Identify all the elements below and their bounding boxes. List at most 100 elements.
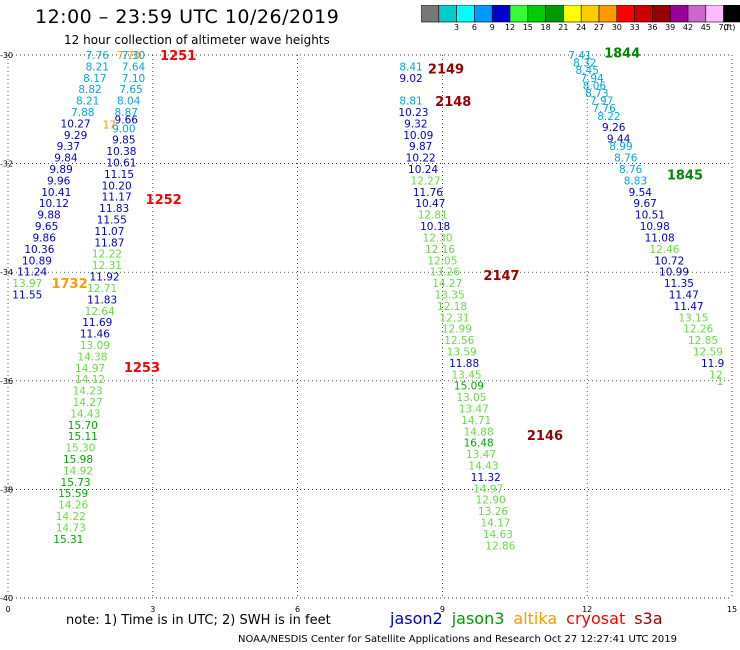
wave-height-value: 12.18 [437, 301, 467, 313]
colorbar-tick-label: 27 [593, 23, 605, 32]
wave-height-value: 12.81 [418, 210, 448, 222]
wave-height-value: 11.47 [674, 301, 704, 313]
wave-height-value: 12.22 [92, 249, 122, 261]
grid [7, 54, 733, 599]
wave-height-value: 12.30 [423, 232, 453, 244]
wave-height-value: 9.86 [33, 232, 57, 244]
y-tick-label: -38 [0, 485, 13, 494]
wave-height-value: 10.51 [635, 210, 665, 222]
y-tick-label: -32 [0, 160, 13, 169]
wave-height-value: 8.73 [585, 88, 608, 100]
y-tick-label: -30 [0, 51, 13, 60]
pass-time-label: 2146 [527, 429, 563, 444]
x-tick-label: 6 [295, 605, 300, 614]
wave-height-points: 7.768.218.178.828.217.8810.279.299.379.8… [12, 50, 726, 552]
wave-height-value: 12.31 [439, 312, 469, 324]
wave-height-value: 10.27 [61, 118, 91, 130]
footnote: note: 1) Time is in UTC; 2) SWH is in fe… [66, 613, 331, 628]
wave-height-value: 11.92 [90, 272, 120, 284]
wave-height-value: 7.88 [71, 107, 94, 119]
wave-height-value: 12.59 [693, 346, 723, 358]
colorbar-labels: 3 6 9 12 15 18 21 24 27 30 33 36 39 42 45 70 (ft) [421, 23, 740, 35]
wave-height-value: 16.48 [464, 438, 494, 450]
wave-height-value: 8.21 [76, 96, 99, 108]
wave-height-value: 14.22 [56, 511, 86, 523]
wave-height-value: 11.76 [413, 187, 443, 199]
wave-height-value: 12.99 [442, 324, 472, 336]
pass-time-label: 1253 [124, 361, 160, 376]
pass-time-label: 1844 [604, 46, 640, 61]
wave-height-value: 8.17 [83, 73, 106, 85]
wave-height-value: 10.36 [24, 244, 54, 256]
wave-height-value: 9.84 [54, 153, 78, 165]
wave-height-value: 12.64 [85, 306, 115, 318]
wave-height-value: 13.97 [12, 278, 42, 290]
pass-time-label: 1251 [160, 49, 196, 64]
credits-footer: NOAA/NESDIS Center for Satellite Applica… [238, 634, 677, 645]
wave-height-value: 7.70 [117, 50, 140, 62]
wave-height-value: 12.56 [444, 335, 474, 347]
wave-height-value: 11.55 [12, 289, 42, 301]
wave-height-value: 8.41 [399, 61, 422, 73]
wave-height-value: 10.98 [640, 221, 670, 233]
wave-height-value: 12.05 [427, 255, 457, 267]
wave-height-value: 7.64 [122, 61, 146, 73]
colorbar-tick-label: 15 [522, 23, 533, 32]
colorbar [421, 5, 740, 23]
wave-height-value: 12. [709, 369, 726, 381]
colorbar-tick-label: 12 [504, 23, 516, 32]
wave-height-value: 13.09 [80, 340, 110, 352]
wave-height-value: 11.24 [17, 267, 47, 279]
wave-height-value: 11.47 [669, 289, 699, 301]
wave-height-value: 11.69 [82, 317, 112, 329]
wave-height-value: 8.45 [576, 65, 599, 77]
wave-height-value: 8.22 [597, 111, 620, 123]
y-tick-label: -40 [0, 594, 13, 603]
wave-height-value: 10.72 [654, 255, 684, 267]
wave-height-value: 10.61 [106, 158, 136, 170]
x-tick-label: 12 [582, 605, 592, 614]
wave-height-value: 9.44 [607, 134, 631, 146]
wave-height-value: 9.96 [47, 175, 71, 187]
wave-height-value: 17 [103, 120, 116, 132]
wave-height-value: 9.29 [64, 130, 87, 142]
pass-time-label: 2148 [435, 95, 471, 110]
wave-height-value: 13.47 [466, 449, 496, 461]
colorbar-tick-label: 42 [682, 23, 694, 32]
y-tick-label: -36 [0, 377, 13, 386]
wave-height-value: 13.45 [452, 369, 482, 381]
wave-height-value: 9.88 [37, 210, 60, 222]
wave-height-value: 8.83 [624, 175, 647, 187]
wave-height-value: 7.10 [122, 73, 145, 85]
legend-jason3: jason3 [451, 609, 505, 628]
wave-height-value: 8.99 [609, 141, 632, 153]
wave-height-value: 14.43 [70, 408, 100, 420]
colorbar-tick-label: 45 [700, 23, 711, 32]
legend-jason2: jason2 [390, 609, 443, 628]
colorbar-tick-label: 70 [718, 23, 729, 32]
wave-height-value: 12.90 [476, 495, 506, 507]
wave-height-value: 15.98 [63, 454, 93, 466]
wave-height-value: 9.65 [35, 221, 58, 233]
wave-height-value: 12.46 [649, 244, 679, 256]
y-tick-label: -34 [0, 268, 13, 277]
wave-height-value: 14.73 [56, 522, 86, 534]
wave-height-value: 11.07 [94, 226, 124, 238]
colorbar-tick-label: 21 [558, 23, 569, 32]
wave-height-value: 11.32 [471, 472, 501, 484]
wave-height-value: 15.73 [61, 477, 91, 489]
x-tick-label: 3 [150, 605, 155, 614]
wave-height-value: 7.97 [590, 96, 613, 108]
wave-height-value: 10.22 [406, 153, 436, 165]
wave-height-value: 14.97 [75, 363, 105, 375]
colorbar-tick-label: 18 [540, 23, 551, 32]
wave-height-value: 12.16 [425, 244, 455, 256]
wave-height-value: 15.09 [454, 381, 484, 393]
wave-height-value: 11.08 [645, 232, 675, 244]
colorbar-tick-label: 3 [454, 23, 460, 32]
wave-height-value: 10.24 [408, 164, 438, 176]
wave-height-value: 14.63 [483, 529, 513, 541]
wave-height-value: 8.76 [614, 153, 638, 165]
wave-height-value: 9.85 [112, 135, 135, 147]
